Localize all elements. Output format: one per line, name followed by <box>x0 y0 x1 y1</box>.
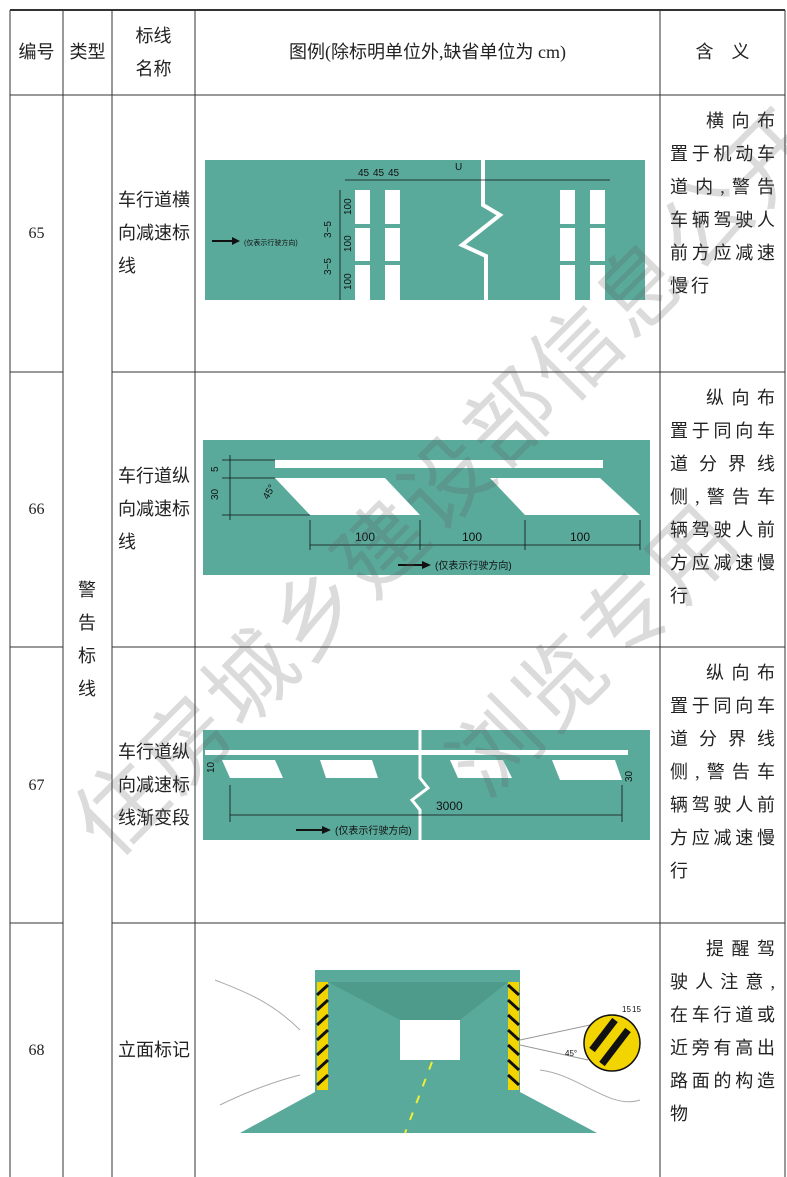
dim-label: 3~5 <box>323 221 334 238</box>
marking-name: 车行道横向减速标线 <box>118 190 190 276</box>
dim-label: 30 <box>624 770 635 782</box>
dim-label: 45 <box>373 168 385 179</box>
marking-name: 车行道纵向减速标线渐变段 <box>118 741 190 828</box>
direction-note: (仅表示行驶方向) <box>435 559 512 572</box>
diagram-68: 15 15 45° <box>214 970 641 1134</box>
header-cell: 类型 <box>69 42 106 62</box>
diagram-66: 5 30 45° 100 100 100 (仅表示行驶方向) <box>203 440 650 575</box>
dim-label: 5 <box>210 466 221 472</box>
header-cell: 标线名称 <box>135 25 172 79</box>
dim-label: 100 <box>355 530 375 544</box>
marking-name: 立面标记 <box>118 1039 190 1060</box>
direction-note: (仅表示行驶方向) <box>335 824 412 837</box>
dim-label: 15 <box>622 1005 631 1014</box>
marking-name: 车行道纵向减速标线 <box>118 466 190 552</box>
header-cell: 图例(除标明单位外,缺省单位为 cm) <box>289 42 566 62</box>
meaning: 提醒驾驶人注意,在车行道或近旁有高出路面的构造物 <box>670 939 778 1124</box>
dim-label: 100 <box>343 198 354 215</box>
dim-label: 10 <box>206 761 217 773</box>
row-number: 66 <box>28 501 45 518</box>
dim-label: 100 <box>570 530 590 544</box>
dim-label: U <box>455 162 462 173</box>
dim-label: 100 <box>462 530 482 544</box>
type-cell: 警告标线 <box>78 580 96 699</box>
dim-label: 15 <box>632 1005 641 1014</box>
dim-label: 45 <box>388 168 400 179</box>
meaning: 纵向布置于同向车道分界线侧,警告车辆驾驶人前方应减速慢行 <box>670 388 778 606</box>
row-number: 67 <box>28 776 45 794</box>
header-cell: 含 义 <box>695 42 750 62</box>
diagram-65: 45 45 45 U 100 3~5 100 3~5 100 (仅表示行驶方向) <box>205 160 645 300</box>
row-number: 68 <box>28 1041 45 1059</box>
meaning: 横向布置于机动车道内,警告车辆驾驶人前方应减速慢行 <box>670 111 778 296</box>
direction-note: (仅表示行驶方向) <box>244 238 298 247</box>
dim-label: 30 <box>210 488 221 500</box>
diagram-67: 10 30 3000 (仅表示行驶方向) <box>203 730 650 840</box>
dim-label: 45° <box>565 1049 577 1058</box>
header-cell: 编号 <box>18 42 55 62</box>
dim-label: 3000 <box>436 799 463 813</box>
table-grid <box>9 9 786 1177</box>
row-number: 65 <box>28 225 45 242</box>
dim-label: 100 <box>343 273 354 290</box>
dim-label: 45 <box>358 168 370 179</box>
dim-label: 100 <box>343 235 354 252</box>
meaning: 纵向布置于同向车道分界线侧,警告车辆驾驶人前方应减速慢行 <box>670 663 778 881</box>
dim-label: 3~5 <box>323 258 334 275</box>
